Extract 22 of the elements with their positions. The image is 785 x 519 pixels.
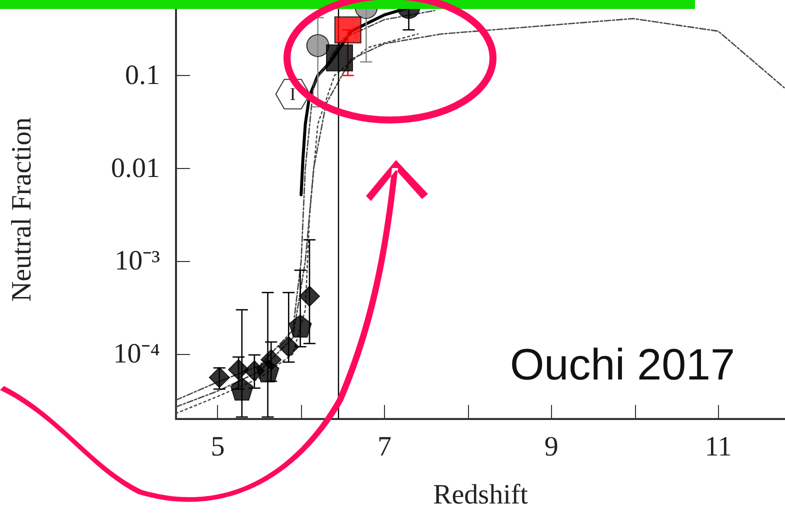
x-tick-label: 11: [704, 432, 732, 462]
y-tick-label: 10⁻³: [114, 246, 160, 277]
point: [256, 359, 280, 382]
point: [228, 359, 250, 380]
y-tick-label: 0.01: [111, 152, 160, 184]
x-tick-label: 9: [544, 432, 558, 462]
y-tick-label: 10⁻⁴: [113, 338, 160, 370]
y-tick-label: 0.1: [125, 60, 160, 91]
point: [208, 366, 230, 388]
point: [306, 34, 330, 58]
annotation: I: [290, 84, 296, 104]
point: [230, 378, 254, 401]
point: [334, 16, 362, 44]
x-tick-label: 7: [378, 432, 392, 462]
point: [288, 314, 312, 338]
point: [326, 44, 354, 72]
point: [278, 336, 300, 358]
x-tick-label: 5: [210, 432, 225, 462]
point: [298, 286, 320, 307]
y-axis-title: Neutral Fraction: [6, 117, 38, 302]
x-axis-title: Redshift: [433, 480, 528, 510]
annotation: Ouchi 2017: [510, 340, 736, 390]
